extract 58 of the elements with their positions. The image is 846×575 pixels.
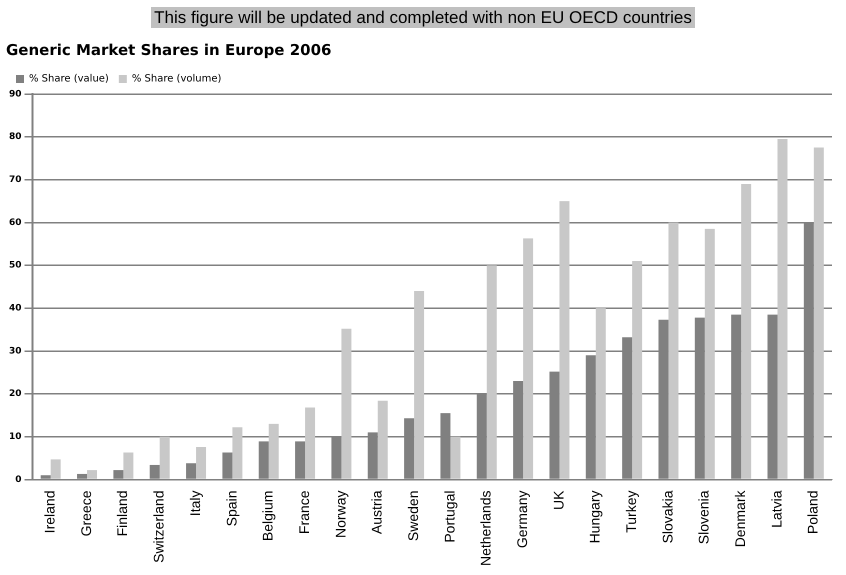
bar (741, 184, 752, 479)
bar (160, 436, 170, 479)
x-tick-label: Spain (223, 490, 240, 526)
y-tick-label: 40 (8, 304, 22, 314)
bar (414, 291, 424, 479)
x-tick-label: Portugal (441, 490, 458, 543)
bar (486, 265, 497, 479)
x-tick-label: Italy (186, 490, 203, 516)
text: This figure will be updated and completed with non EU OECD countries (151, 7, 695, 28)
bar (559, 201, 570, 479)
bar (268, 424, 279, 479)
legend-label: % Share (volume) (132, 74, 222, 85)
y-tick-label: 70 (8, 175, 22, 186)
x-tick-label: Switzerland (150, 490, 167, 563)
x-tick-label: Belgium (260, 490, 276, 542)
x-tick-label: Sweden (404, 490, 421, 542)
x-tick-label: Finland (114, 490, 130, 536)
chart-title: Generic Market Shares in Europe 2006 (6, 40, 332, 59)
bar (123, 452, 134, 479)
y-tick-label: 10 (8, 432, 22, 442)
y-tick-label: 30 (8, 346, 22, 356)
x-tick-label: Latvia (768, 490, 784, 528)
x-tick-label: UK (550, 490, 566, 510)
y-tick-label: 20 (8, 389, 22, 400)
bar (632, 261, 642, 479)
x-tick-label: Netherlands (478, 490, 494, 566)
x-tick-label: Poland (804, 490, 821, 534)
x-tick-label: Hungary (586, 490, 603, 544)
bar (523, 238, 534, 479)
x-tick-label: Ireland (42, 490, 58, 534)
x-tick-label: Greece (78, 490, 94, 536)
bar (305, 408, 316, 479)
x-tick-label: Slovakia (659, 490, 676, 544)
bar (50, 459, 61, 479)
bar (196, 446, 206, 479)
bar (341, 328, 352, 479)
bar (378, 400, 388, 479)
legend-label: % Share (value) (29, 74, 109, 85)
bar (87, 470, 98, 479)
y-tick-label: 60 (8, 218, 22, 228)
y-tick-label: 0 (15, 474, 22, 485)
x-tick-label: Denmark (732, 490, 748, 548)
x-tick-label: Germany (514, 490, 530, 548)
x-tick-label: Turkey (622, 490, 639, 533)
x-tick-label: Austria (368, 490, 385, 534)
x-tick-label: Norway (332, 490, 348, 538)
bar (450, 436, 460, 479)
y-tick-label: 50 (8, 260, 22, 271)
y-tick-label: 90 (8, 89, 22, 100)
bar (814, 148, 824, 479)
bar (596, 308, 606, 479)
bar (232, 427, 242, 479)
y-tick-label: 80 (8, 132, 22, 142)
x-tick-label: France (296, 490, 312, 534)
bar (777, 138, 788, 479)
x-tick-label: Slovenia (696, 490, 712, 544)
bar (668, 222, 678, 479)
bar (704, 228, 715, 479)
